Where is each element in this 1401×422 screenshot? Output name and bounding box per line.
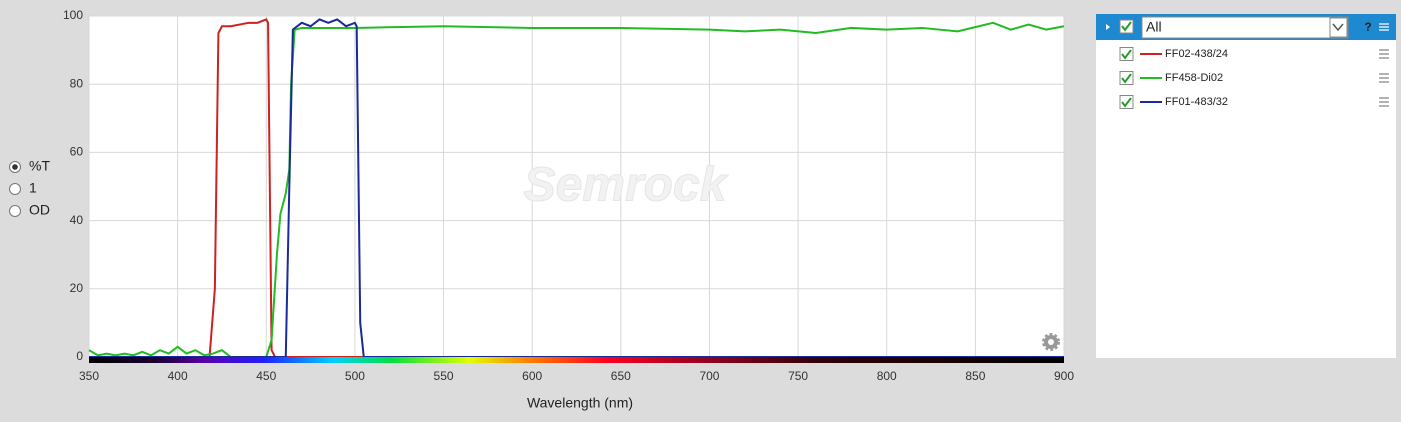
expand-arrow[interactable]: [1106, 24, 1110, 30]
settings-gear[interactable]: [1042, 333, 1060, 351]
y-tick-label: 40: [70, 213, 84, 227]
check: [1121, 97, 1132, 108]
x-tick-label: 600: [522, 369, 542, 383]
plot-area: [88, 15, 1065, 358]
row-menu[interactable]: [1379, 49, 1389, 59]
x-tick-label: 900: [1054, 369, 1074, 383]
spectrum-bar: [89, 357, 1064, 363]
y-tick-label: 60: [70, 145, 84, 159]
series-line: [88, 21, 1065, 358]
radio-label: OD: [29, 202, 50, 218]
x-tick-label: 800: [877, 369, 897, 383]
x-tick-label: 700: [699, 369, 719, 383]
row-menu[interactable]: [1379, 97, 1389, 107]
x-axis-label: Wavelength (nm): [527, 395, 633, 411]
select-arrow: [1332, 23, 1344, 32]
x-tick-label: 850: [965, 369, 985, 383]
x-tick-label: 550: [434, 369, 454, 383]
filter-panel: [1096, 14, 1396, 358]
check: [1121, 21, 1132, 32]
legend-label[interactable]: FF01-483/32: [1165, 96, 1228, 108]
legend-label[interactable]: FF458-Di02: [1165, 72, 1223, 84]
series-line: [89, 18, 1064, 358]
radio-label: 1: [29, 180, 37, 196]
radio-button[interactable]: [9, 183, 21, 195]
check: [1121, 73, 1132, 84]
x-tick-label: 500: [345, 369, 365, 383]
y-tick-label: 80: [70, 76, 84, 90]
radio-button[interactable]: [9, 205, 21, 217]
x-tick-label: 650: [611, 369, 631, 383]
select-button[interactable]: [1329, 17, 1348, 38]
x-tick-label: 450: [256, 369, 276, 383]
check: [1121, 49, 1132, 60]
radio-label: %T: [29, 158, 50, 174]
help-button[interactable]: ?: [1364, 20, 1371, 34]
filter-select[interactable]: [1141, 16, 1349, 39]
legend-checkbox[interactable]: [1119, 71, 1134, 85]
row-menu[interactable]: [1379, 73, 1389, 83]
legend-checkbox[interactable]: [1119, 47, 1134, 61]
menu-icon[interactable]: [1379, 23, 1389, 31]
filter-select-value: All: [1146, 19, 1162, 35]
y-tick-label: 100: [63, 8, 83, 22]
radio-dot: [12, 164, 18, 170]
series-line: [89, 18, 1064, 358]
y-tick-label: 0: [76, 349, 83, 363]
legend-label[interactable]: FF02-438/24: [1165, 48, 1228, 60]
x-tick-label: 400: [168, 369, 188, 383]
watermark: Semrock: [524, 159, 729, 212]
x-tick-label: 350: [79, 369, 99, 383]
y-tick-label: 20: [70, 281, 84, 295]
legend-checkbox[interactable]: [1119, 95, 1134, 109]
x-tick-label: 750: [788, 369, 808, 383]
